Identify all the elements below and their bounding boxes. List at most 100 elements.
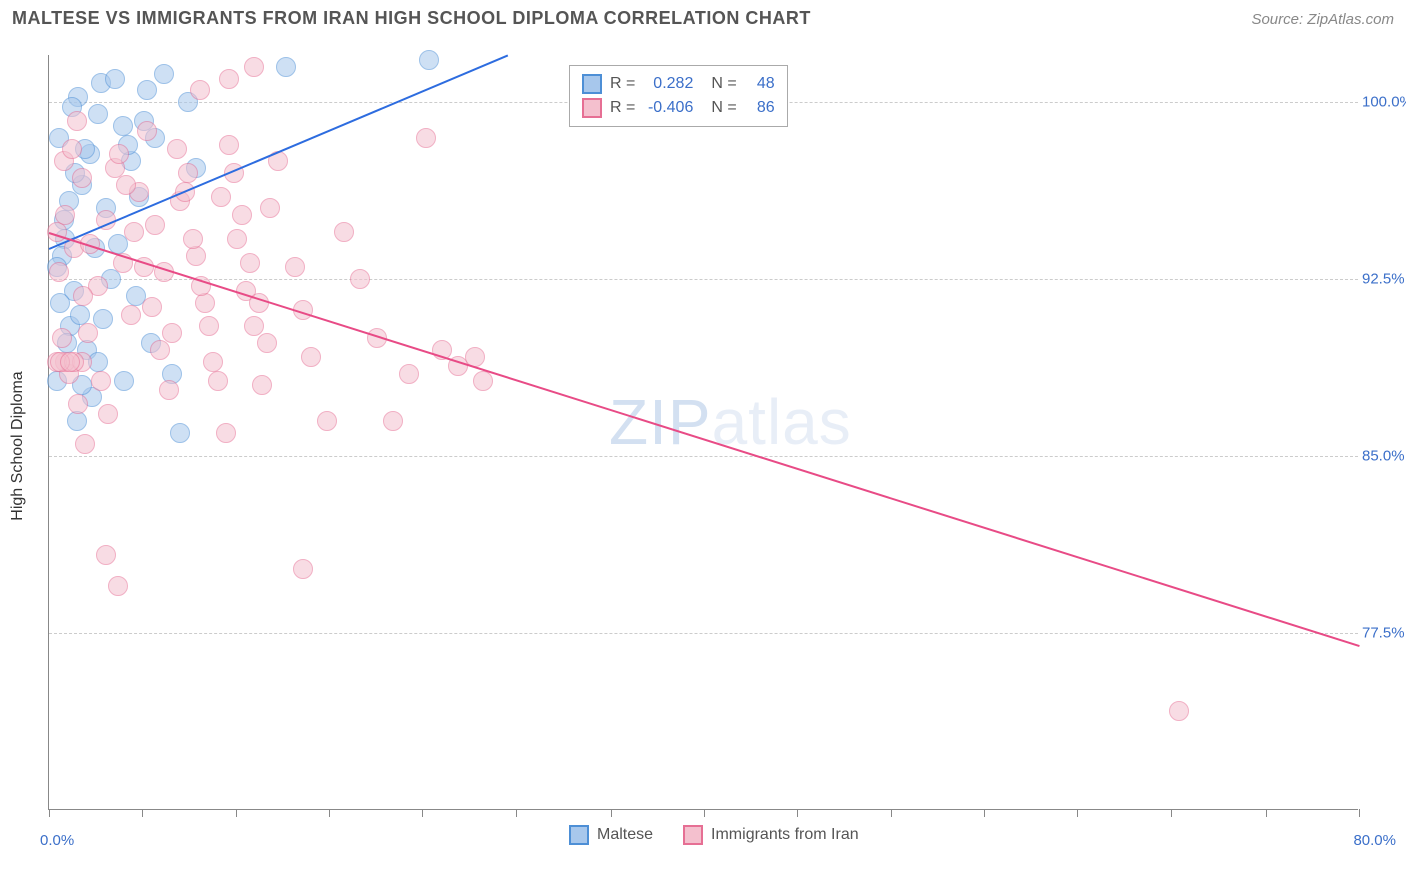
data-point [257,333,277,353]
r-label: R = [610,99,635,117]
stats-box: R =0.282N =48R =-0.406N =86 [569,65,788,127]
x-tick [1359,809,1360,817]
data-point [399,364,419,384]
x-tick [891,809,892,817]
gridline [49,633,1358,634]
legend: Maltese Immigrants from Iran [569,825,859,845]
series-swatch [582,98,602,118]
x-tick [704,809,705,817]
n-label: N = [711,99,736,117]
legend-label: Immigrants from Iran [711,826,859,844]
stats-row: R =-0.406N =86 [582,96,775,120]
data-point [211,187,231,207]
data-point [67,111,87,131]
data-point [170,423,190,443]
legend-swatch [683,825,703,845]
data-point [203,352,223,372]
data-point [72,168,92,188]
data-point [137,80,157,100]
data-point [154,64,174,84]
legend-item: Maltese [569,825,653,845]
data-point [109,144,129,164]
series-swatch [582,74,602,94]
data-point [219,135,239,155]
data-point [70,305,90,325]
data-point [219,69,239,89]
y-axis-title: High School Diploma [9,371,27,520]
x-tick [984,809,985,817]
n-label: N = [711,75,736,93]
data-point [105,69,125,89]
data-point [78,323,98,343]
x-tick [797,809,798,817]
data-point [52,328,72,348]
data-point [317,411,337,431]
data-point [60,352,80,372]
data-point [167,139,187,159]
data-point [1169,701,1189,721]
data-point [276,57,296,77]
x-axis-max-label: 80.0% [1353,832,1396,849]
data-point [91,371,111,391]
data-point [240,253,260,273]
data-point [114,371,134,391]
r-label: R = [610,75,635,93]
legend-label: Maltese [597,826,653,844]
data-point [62,139,82,159]
data-point [121,305,141,325]
data-point [285,257,305,277]
y-tick-label: 85.0% [1362,448,1406,465]
legend-swatch [569,825,589,845]
x-tick [422,809,423,817]
n-value: 48 [745,75,775,93]
x-tick [1266,809,1267,817]
chart-title: MALTESE VS IMMIGRANTS FROM IRAN HIGH SCH… [12,8,811,29]
x-tick [611,809,612,817]
title-bar: MALTESE VS IMMIGRANTS FROM IRAN HIGH SCH… [12,8,1394,29]
data-point [190,80,210,100]
data-point [98,404,118,424]
data-point [159,380,179,400]
data-point [252,375,272,395]
data-point [142,297,162,317]
data-point [350,269,370,289]
gridline [49,456,1358,457]
data-point [150,340,170,360]
data-point [75,434,95,454]
y-tick-label: 100.0% [1362,94,1406,111]
x-tick [1171,809,1172,817]
data-point [227,229,247,249]
data-point [68,394,88,414]
data-point [293,559,313,579]
data-point [334,222,354,242]
r-value: 0.282 [643,75,693,93]
data-point [232,205,252,225]
n-value: 86 [745,99,775,117]
data-point [208,371,228,391]
data-point [419,50,439,70]
trend-line [49,232,1360,647]
x-tick [329,809,330,817]
data-point [178,163,198,183]
y-tick-label: 77.5% [1362,625,1406,642]
watermark-zip: ZIP [609,386,712,458]
data-point [473,371,493,391]
data-point [55,205,75,225]
data-point [96,545,116,565]
data-point [416,128,436,148]
data-point [260,198,280,218]
data-point [73,286,93,306]
data-point [244,57,264,77]
data-point [49,262,69,282]
data-point [183,229,203,249]
data-point [116,175,136,195]
data-point [301,347,321,367]
data-point [199,316,219,336]
x-tick [236,809,237,817]
x-axis-min-label: 0.0% [40,832,74,849]
data-point [137,121,157,141]
x-tick [516,809,517,817]
x-tick [142,809,143,817]
data-point [383,411,403,431]
stats-row: R = 0.282 N = 48 [582,72,775,96]
